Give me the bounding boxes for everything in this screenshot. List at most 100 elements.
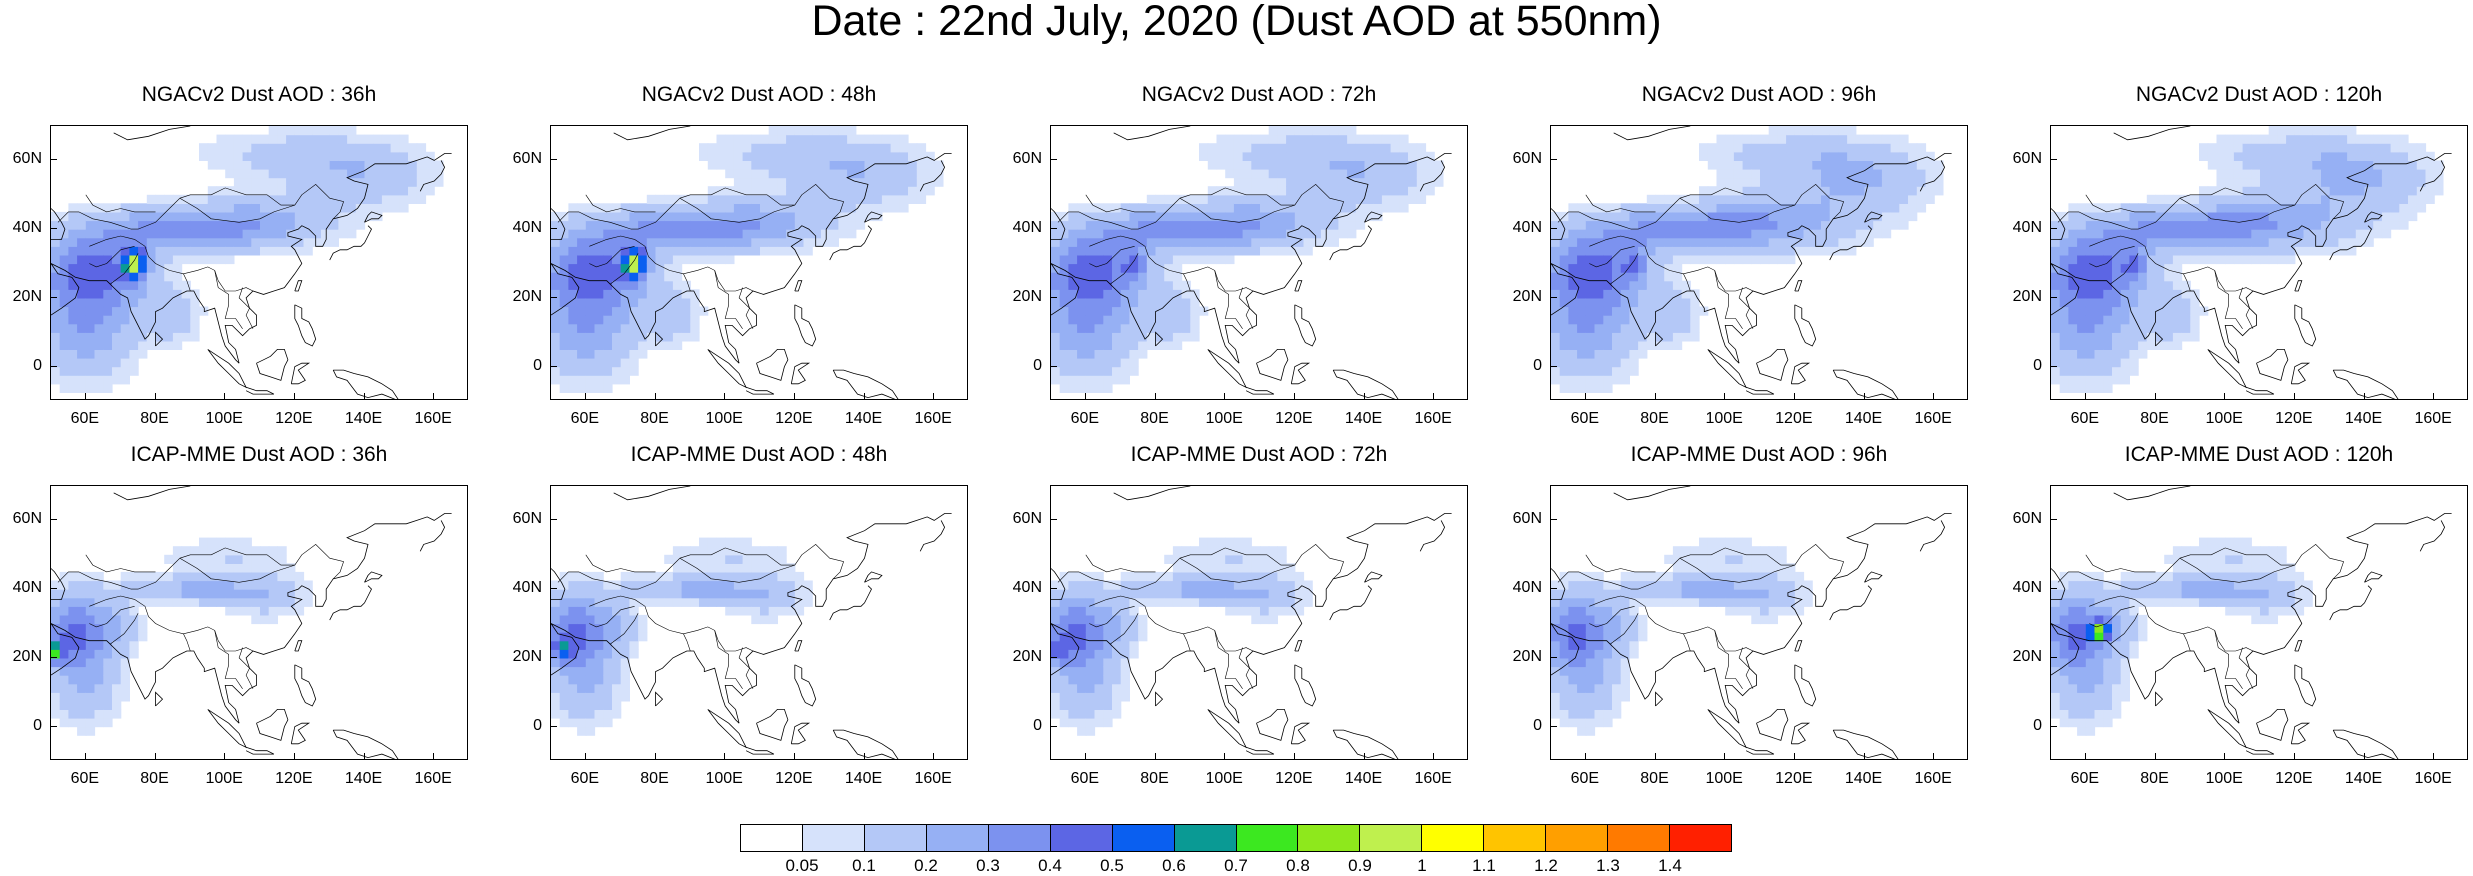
aod-cell xyxy=(68,709,77,718)
aod-cell xyxy=(1621,572,1630,581)
aod-cell xyxy=(1612,581,1621,590)
aod-cell xyxy=(1234,563,1243,572)
y-tick-mark xyxy=(550,297,557,298)
aod-cell xyxy=(1103,709,1112,718)
aod-cell xyxy=(277,186,286,195)
aod-cell xyxy=(1312,195,1321,204)
aod-cell xyxy=(804,178,813,187)
aod-cell xyxy=(586,684,595,693)
aod-cell xyxy=(2243,229,2252,238)
aod-cell xyxy=(1586,255,1595,264)
aod-cell xyxy=(2260,135,2269,144)
aod-cell xyxy=(277,143,286,152)
aod-cell xyxy=(795,169,804,178)
aod-cell xyxy=(777,589,786,598)
aod-cell xyxy=(1208,581,1217,590)
aod-cell xyxy=(1734,229,1743,238)
aod-cell xyxy=(551,701,560,710)
aod-cell xyxy=(51,246,60,255)
aod-cell xyxy=(873,169,882,178)
aod-cell xyxy=(621,307,630,316)
aod-cell xyxy=(1821,229,1830,238)
aod-cell xyxy=(2112,332,2121,341)
aod-cell xyxy=(1304,203,1313,212)
aod-cell xyxy=(612,692,621,701)
aod-cell xyxy=(277,221,286,230)
aod-cell xyxy=(1391,195,1400,204)
aod-cell xyxy=(1612,615,1621,624)
aod-cell xyxy=(1365,135,1374,144)
aod-cell xyxy=(2269,238,2278,247)
aod-cell xyxy=(2417,169,2426,178)
aod-cell xyxy=(1743,589,1752,598)
aod-cell xyxy=(51,615,60,624)
aod-cell xyxy=(2182,212,2191,221)
aod-cell xyxy=(190,555,199,564)
aod-cell xyxy=(1060,649,1069,658)
aod-cell xyxy=(1051,701,1060,710)
aod-cell xyxy=(103,229,112,238)
aod-cell xyxy=(103,658,112,667)
aod-cell xyxy=(356,186,365,195)
aod-cell xyxy=(1934,186,1943,195)
aod-cell xyxy=(812,143,821,152)
aod-cell xyxy=(1612,701,1621,710)
aod-cell xyxy=(2208,160,2217,169)
aod-cell xyxy=(1760,615,1769,624)
aod-cell xyxy=(2312,212,2321,221)
aod-cell xyxy=(2321,143,2330,152)
x-tick-label: 140E xyxy=(1339,410,1389,428)
aod-cell xyxy=(2234,178,2243,187)
aod-cell xyxy=(595,589,604,598)
aod-cell xyxy=(1243,212,1252,221)
aod-cell xyxy=(821,212,830,221)
aod-cell xyxy=(277,126,286,135)
aod-cell xyxy=(656,315,665,324)
aod-cell xyxy=(1182,324,1191,333)
coastline xyxy=(830,586,872,620)
aod-cell xyxy=(1321,169,1330,178)
aod-cell xyxy=(1612,255,1621,264)
aod-cell xyxy=(1190,546,1199,555)
aod-cell xyxy=(173,238,182,247)
aod-cell xyxy=(1190,598,1199,607)
coastline xyxy=(246,387,274,394)
aod-cell xyxy=(269,229,278,238)
aod-cell xyxy=(138,289,147,298)
aod-cell xyxy=(86,238,95,247)
aod-cell xyxy=(1295,152,1304,161)
aod-cell xyxy=(60,718,69,727)
aod-cell xyxy=(60,272,69,281)
aod-cell xyxy=(847,229,856,238)
aod-cell xyxy=(1760,186,1769,195)
aod-cell xyxy=(1664,221,1673,230)
aod-cell xyxy=(1391,203,1400,212)
aod-cell xyxy=(1682,298,1691,307)
aod-cell xyxy=(1673,246,1682,255)
aod-cell xyxy=(1129,298,1138,307)
aod-cell xyxy=(2269,229,2278,238)
aod-cell xyxy=(2121,375,2130,384)
aod-cell xyxy=(777,126,786,135)
x-tick-label: 140E xyxy=(839,770,889,788)
aod-cell xyxy=(917,178,926,187)
aod-cell xyxy=(1277,589,1286,598)
aod-cell xyxy=(1751,555,1760,564)
aod-cell xyxy=(121,307,130,316)
aod-cell xyxy=(1051,281,1060,290)
aod-cell xyxy=(347,135,356,144)
aod-cell xyxy=(2095,332,2104,341)
aod-cell xyxy=(638,315,647,324)
aod-cell xyxy=(1068,572,1077,581)
aod-cell xyxy=(2426,160,2435,169)
aod-cell xyxy=(725,598,734,607)
aod-cell xyxy=(769,589,778,598)
aod-cell xyxy=(1882,135,1891,144)
aod-cell xyxy=(603,667,612,676)
x-tick-label: 100E xyxy=(699,770,749,788)
aod-cell xyxy=(95,375,104,384)
aod-cell xyxy=(60,324,69,333)
aod-cell xyxy=(621,572,630,581)
aod-cell xyxy=(1882,169,1891,178)
aod-cell xyxy=(1725,255,1734,264)
